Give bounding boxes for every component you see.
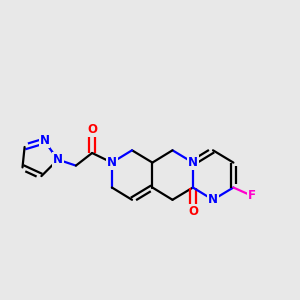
Text: N: N [188,156,198,169]
Text: N: N [107,156,117,169]
Text: F: F [248,189,255,202]
Text: N: N [208,193,218,206]
Text: O: O [87,123,97,136]
Text: O: O [188,205,198,218]
Text: N: N [39,134,50,148]
Text: N: N [53,153,63,166]
